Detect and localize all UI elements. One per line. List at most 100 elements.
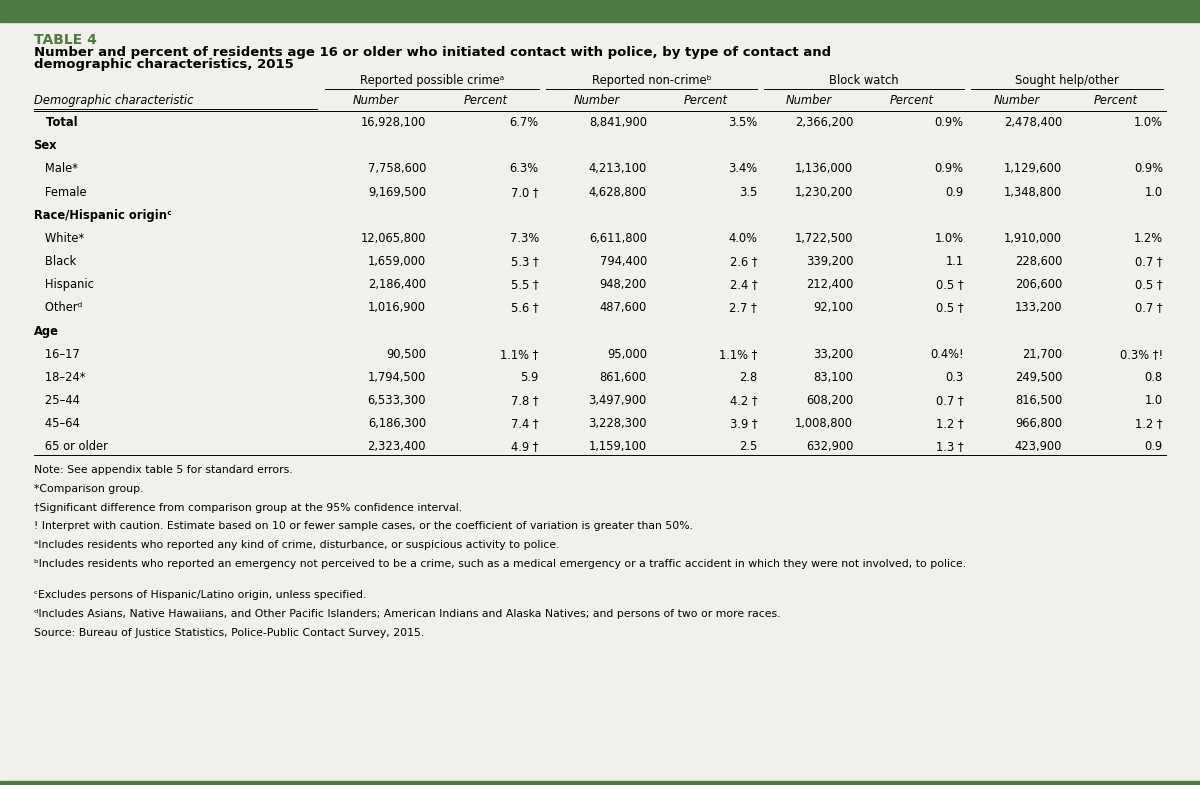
- Text: 92,100: 92,100: [814, 301, 853, 315]
- Text: 0.7 †: 0.7 †: [936, 394, 964, 407]
- Text: 1,348,800: 1,348,800: [1004, 185, 1062, 199]
- Text: 0.4%!: 0.4%!: [930, 348, 964, 361]
- Text: Number: Number: [786, 94, 832, 108]
- Text: 7.8 †: 7.8 †: [511, 394, 539, 407]
- Text: 5.3 †: 5.3 †: [511, 255, 539, 268]
- Text: 0.8: 0.8: [1145, 371, 1163, 384]
- Text: ! Interpret with caution. Estimate based on 10 or fewer sample cases, or the coe: ! Interpret with caution. Estimate based…: [34, 521, 692, 531]
- Text: †Significant difference from comparison group at the 95% confidence interval.: †Significant difference from comparison …: [34, 502, 462, 513]
- Text: 16–17: 16–17: [34, 348, 79, 361]
- Text: Total: Total: [34, 116, 77, 130]
- Text: 45–64: 45–64: [34, 417, 79, 430]
- Text: 2.6 †: 2.6 †: [730, 255, 757, 268]
- Text: 21,700: 21,700: [1022, 348, 1062, 361]
- Text: Number: Number: [574, 94, 619, 108]
- Text: 212,400: 212,400: [806, 278, 853, 291]
- Text: 1,136,000: 1,136,000: [796, 162, 853, 176]
- Text: 4.9 †: 4.9 †: [511, 440, 539, 454]
- Text: Reported possible crimeᵃ: Reported possible crimeᵃ: [360, 74, 504, 87]
- Text: Male*: Male*: [34, 162, 78, 176]
- Text: 1,659,000: 1,659,000: [368, 255, 426, 268]
- Text: TABLE 4: TABLE 4: [34, 33, 96, 47]
- Text: 632,900: 632,900: [806, 440, 853, 454]
- Text: 1.1% †: 1.1% †: [719, 348, 757, 361]
- Text: Demographic characteristic: Demographic characteristic: [34, 94, 193, 108]
- Bar: [0, 781, 1200, 785]
- Text: Source: Bureau of Justice Statistics, Police-Public Contact Survey, 2015.: Source: Bureau of Justice Statistics, Po…: [34, 628, 424, 638]
- Text: 90,500: 90,500: [386, 348, 426, 361]
- Text: 1,016,900: 1,016,900: [368, 301, 426, 315]
- Text: 0.9: 0.9: [946, 185, 964, 199]
- Text: 1,129,600: 1,129,600: [1004, 162, 1062, 176]
- Text: 65 or older: 65 or older: [34, 440, 108, 454]
- Text: 0.9%: 0.9%: [935, 162, 964, 176]
- Text: 249,500: 249,500: [1015, 371, 1062, 384]
- Text: 2.8: 2.8: [739, 371, 757, 384]
- Text: 6.3%: 6.3%: [510, 162, 539, 176]
- Text: 1,159,100: 1,159,100: [589, 440, 647, 454]
- Text: ᵇIncludes residents who reported an emergency not perceived to be a crime, such : ᵇIncludes residents who reported an emer…: [34, 559, 966, 569]
- Text: 3.4%: 3.4%: [728, 162, 757, 176]
- Text: 18–24*: 18–24*: [34, 371, 85, 384]
- Text: 1,794,500: 1,794,500: [367, 371, 426, 384]
- Text: 861,600: 861,600: [600, 371, 647, 384]
- Text: 4,213,100: 4,213,100: [588, 162, 647, 176]
- Text: 6,533,300: 6,533,300: [367, 394, 426, 407]
- Text: Sex: Sex: [34, 140, 58, 152]
- Text: ᶜExcludes persons of Hispanic/Latino origin, unless specified.: ᶜExcludes persons of Hispanic/Latino ori…: [34, 590, 366, 601]
- Text: 0.3: 0.3: [946, 371, 964, 384]
- Text: Number: Number: [353, 94, 398, 108]
- Text: 1.2 †: 1.2 †: [936, 417, 964, 430]
- Text: 1,722,500: 1,722,500: [794, 232, 853, 245]
- Text: 83,100: 83,100: [814, 371, 853, 384]
- Text: *Comparison group.: *Comparison group.: [34, 484, 143, 494]
- Text: 3,497,900: 3,497,900: [588, 394, 647, 407]
- Text: 33,200: 33,200: [812, 348, 853, 361]
- Text: 7,758,600: 7,758,600: [367, 162, 426, 176]
- Text: 1.3 †: 1.3 †: [936, 440, 964, 454]
- Text: 608,200: 608,200: [806, 394, 853, 407]
- Text: 948,200: 948,200: [600, 278, 647, 291]
- Text: 2.7 †: 2.7 †: [730, 301, 757, 315]
- Text: 2,323,400: 2,323,400: [367, 440, 426, 454]
- Text: 5.9: 5.9: [521, 371, 539, 384]
- Text: Percent: Percent: [684, 94, 727, 108]
- Text: 0.5 †: 0.5 †: [1135, 278, 1163, 291]
- Text: 3.5: 3.5: [739, 185, 757, 199]
- Text: White*: White*: [34, 232, 84, 245]
- Text: 1,910,000: 1,910,000: [1004, 232, 1062, 245]
- Text: 423,900: 423,900: [1015, 440, 1062, 454]
- Text: 5.5 †: 5.5 †: [511, 278, 539, 291]
- Text: 2,186,400: 2,186,400: [368, 278, 426, 291]
- Text: 2.5: 2.5: [739, 440, 757, 454]
- Text: Block watch: Block watch: [829, 74, 899, 87]
- Text: 2.4 †: 2.4 †: [730, 278, 757, 291]
- Text: 7.4 †: 7.4 †: [511, 417, 539, 430]
- Text: ᵈIncludes Asians, Native Hawaiians, and Other Pacific Islanders; American Indian: ᵈIncludes Asians, Native Hawaiians, and …: [34, 609, 780, 619]
- Text: 0.9%: 0.9%: [1134, 162, 1163, 176]
- Text: 339,200: 339,200: [805, 255, 853, 268]
- Text: 7.0 †: 7.0 †: [511, 185, 539, 199]
- Text: 1.2%: 1.2%: [1134, 232, 1163, 245]
- Text: 816,500: 816,500: [1015, 394, 1062, 407]
- Text: 12,065,800: 12,065,800: [360, 232, 426, 245]
- Text: 1.2 †: 1.2 †: [1135, 417, 1163, 430]
- Text: 1.1% †: 1.1% †: [500, 348, 539, 361]
- Text: 25–44: 25–44: [34, 394, 79, 407]
- Text: 16,928,100: 16,928,100: [361, 116, 426, 130]
- Text: 95,000: 95,000: [607, 348, 647, 361]
- Text: 4.2 †: 4.2 †: [730, 394, 757, 407]
- Text: demographic characteristics, 2015: demographic characteristics, 2015: [34, 58, 293, 71]
- Text: Percent: Percent: [464, 94, 508, 108]
- Text: 3.5%: 3.5%: [728, 116, 757, 130]
- Text: Percent: Percent: [1094, 94, 1138, 108]
- Text: Number: Number: [994, 94, 1039, 108]
- Text: 7.3%: 7.3%: [510, 232, 539, 245]
- Text: Otherᵈ: Otherᵈ: [34, 301, 82, 315]
- Text: 1.0: 1.0: [1145, 394, 1163, 407]
- Text: Percent: Percent: [890, 94, 934, 108]
- Text: Reported non-crimeᵇ: Reported non-crimeᵇ: [592, 74, 712, 87]
- Text: Hispanic: Hispanic: [34, 278, 94, 291]
- Text: 3,228,300: 3,228,300: [588, 417, 647, 430]
- Text: 1.0%: 1.0%: [1134, 116, 1163, 130]
